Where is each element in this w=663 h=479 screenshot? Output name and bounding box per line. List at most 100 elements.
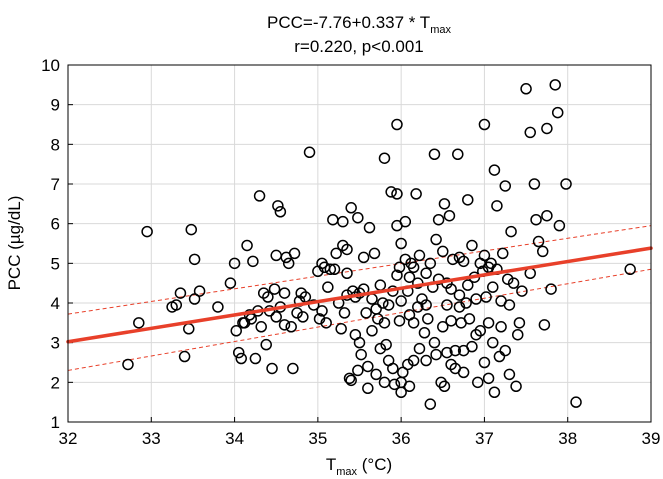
data-point <box>185 223 198 236</box>
data-point <box>230 325 242 337</box>
data-point <box>272 200 284 212</box>
data-point <box>397 366 409 379</box>
y-tick-label: 10 <box>41 56 60 75</box>
data-point <box>338 307 351 319</box>
data-point <box>516 285 528 297</box>
data-point <box>228 257 241 270</box>
data-point <box>510 380 522 393</box>
data-point <box>362 360 374 373</box>
data-point <box>328 263 341 276</box>
x-axis-label: Tmax (°C) <box>326 455 392 478</box>
x-tick-label: 33 <box>142 429 161 448</box>
data-point <box>247 255 259 268</box>
data-point <box>472 376 484 389</box>
data-point <box>422 313 434 325</box>
data-point <box>170 299 183 311</box>
data-point <box>482 317 495 329</box>
data-point <box>407 317 420 329</box>
data-point <box>188 293 201 305</box>
data-point <box>362 382 374 395</box>
data-point <box>357 251 370 264</box>
data-point <box>499 180 511 192</box>
y-tick-label: 3 <box>51 334 60 353</box>
data-point <box>538 319 551 331</box>
chart-subtitle: r=0.220, p<0.001 <box>294 37 424 56</box>
data-point <box>487 281 499 293</box>
data-point <box>377 297 389 309</box>
data-point <box>513 317 526 329</box>
data-point <box>553 219 566 232</box>
data-point <box>193 285 206 297</box>
data-point <box>402 358 414 371</box>
data-point <box>241 239 253 252</box>
data-point <box>395 295 407 307</box>
data-point <box>624 263 636 276</box>
data-point <box>391 269 403 281</box>
x-tick-label: 35 <box>308 429 327 448</box>
data-point <box>335 323 347 335</box>
data-point <box>274 206 287 218</box>
data-point <box>403 380 416 393</box>
data-point <box>428 148 441 160</box>
data-point <box>178 350 191 363</box>
data-point <box>303 146 316 159</box>
data-point <box>355 348 367 361</box>
data-point <box>570 396 582 408</box>
y-tick-label: 8 <box>51 135 60 154</box>
data-point <box>320 317 332 329</box>
data-point <box>395 386 407 398</box>
data-point <box>536 245 549 258</box>
data-point <box>407 261 420 274</box>
data-point <box>278 319 291 331</box>
data-point <box>343 372 356 385</box>
data-point <box>368 247 381 260</box>
data-point <box>441 299 453 311</box>
data-point <box>478 118 491 131</box>
data-point <box>370 368 382 381</box>
data-point <box>330 247 342 260</box>
data-point <box>260 338 272 351</box>
data-point <box>253 190 266 202</box>
data-point <box>174 287 187 299</box>
y-tick-label: 1 <box>51 413 60 432</box>
data-point <box>466 239 478 252</box>
data-point <box>399 215 412 228</box>
data-point <box>378 317 391 329</box>
data-point <box>445 283 457 295</box>
x-axis-label-unit: (°C) <box>357 455 392 474</box>
data-point <box>524 126 536 139</box>
data-point <box>366 325 378 337</box>
x-tick-label: 39 <box>642 429 661 448</box>
data-point <box>387 362 399 375</box>
data-point <box>487 336 499 349</box>
data-point <box>437 321 449 333</box>
data-point <box>413 249 426 262</box>
data-point <box>141 225 153 238</box>
data-point <box>503 368 516 381</box>
data-point <box>407 354 420 367</box>
data-point <box>482 372 495 385</box>
data-point <box>541 122 553 135</box>
y-tick-label: 6 <box>51 215 60 234</box>
data-point <box>288 247 301 260</box>
data-point <box>262 291 274 303</box>
data-point <box>122 358 134 371</box>
y-axis-label: PCC (µg/dL) <box>5 196 24 291</box>
y-tick-label: 9 <box>51 96 60 115</box>
data-point <box>270 311 282 323</box>
y-tick-label: 2 <box>51 373 60 392</box>
regression-line <box>66 246 653 344</box>
y-tick-label: 4 <box>51 294 60 313</box>
data-point <box>493 350 506 363</box>
data-point <box>403 271 416 283</box>
data-point <box>528 178 541 190</box>
data-point <box>545 283 557 295</box>
data-point <box>388 378 401 391</box>
x-tick-labels: 32 33 34 35 36 37 38 39 <box>59 429 661 448</box>
data-point <box>285 321 297 333</box>
chart-title-subscript: max <box>430 24 451 36</box>
ci-lower-line <box>67 268 652 371</box>
y-tick-label: 5 <box>51 254 60 273</box>
plot-area <box>67 64 652 423</box>
